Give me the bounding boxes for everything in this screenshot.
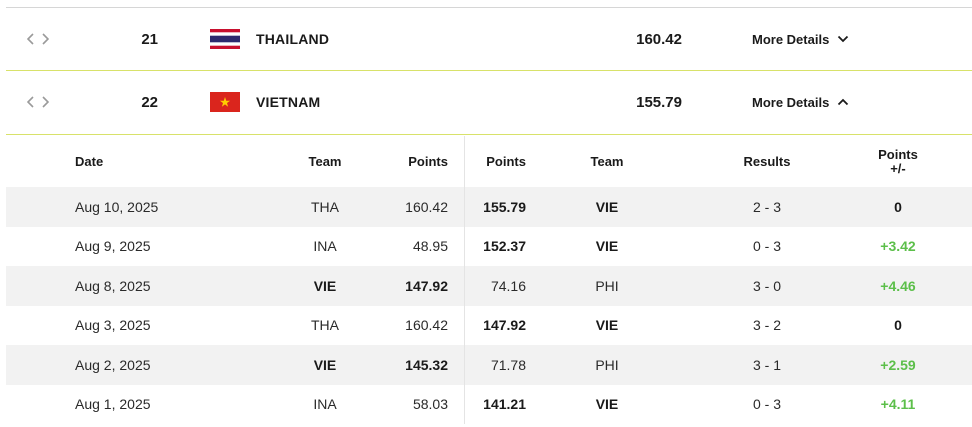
column-divider — [464, 345, 465, 385]
more-details-label: More Details — [752, 31, 830, 47]
points-diff: 0 — [894, 198, 902, 215]
rank-number: 21 — [141, 30, 158, 48]
match-result: 3 - 1 — [752, 356, 781, 373]
team-code: VIE — [595, 238, 619, 255]
code-arrows-icon[interactable] — [25, 8, 51, 70]
chevron-up-icon — [838, 98, 849, 106]
code-arrows-icon[interactable] — [25, 71, 51, 133]
team-points: 155.79 — [483, 198, 526, 215]
column-divider — [464, 187, 465, 227]
more-details-label: More Details — [752, 94, 830, 110]
match-date: Aug 1, 2025 — [75, 396, 151, 413]
chevron-down-icon — [838, 35, 849, 43]
team-code: INA — [313, 238, 337, 255]
team-code: THA — [311, 198, 339, 215]
table-row: Aug 3, 2025 THA 160.42 147.92 VIE 3 - 2 … — [6, 305, 972, 345]
team-code: VIE — [595, 396, 619, 413]
team-points: 152.37 — [483, 238, 526, 255]
team-code: VIE — [595, 317, 619, 334]
match-details-table: Date Team Points Points Team Results Poi… — [6, 136, 972, 424]
thailand-flag-icon — [210, 8, 240, 70]
column-divider — [464, 136, 465, 187]
match-result: 3 - 2 — [752, 317, 781, 334]
points-diff: +4.11 — [880, 396, 916, 413]
team-points: 48.95 — [412, 238, 448, 255]
column-divider — [464, 305, 465, 345]
team-points: 147.92 — [483, 317, 526, 334]
header-results: Results — [743, 154, 791, 169]
table-row: Aug 1, 2025 INA 58.03 141.21 VIE 0 - 3 +… — [6, 384, 972, 424]
column-divider — [464, 384, 465, 424]
points-diff: +4.46 — [880, 277, 916, 294]
team-points: 147.92 — [405, 277, 448, 294]
team-code: VIE — [595, 198, 619, 215]
country-name: VIETNAM — [256, 94, 321, 110]
table-row: Aug 8, 2025 VIE 147.92 74.16 PHI 3 - 0 +… — [6, 266, 972, 306]
team-points: 160.42 — [405, 198, 448, 215]
team-code: PHI — [595, 277, 619, 294]
team-points: 58.03 — [412, 396, 448, 413]
country-name: THAILAND — [256, 31, 330, 47]
more-details-toggle[interactable]: More Details — [752, 71, 849, 133]
team-points: 71.78 — [490, 356, 526, 373]
team-points: 160.42 — [405, 317, 448, 334]
header-points: Points — [408, 154, 448, 169]
team-code: THA — [311, 317, 339, 334]
team-code: PHI — [595, 356, 619, 373]
header-date: Date — [75, 154, 104, 169]
points-diff: +2.59 — [880, 356, 916, 373]
header-team: Team — [308, 154, 342, 169]
match-date: Aug 10, 2025 — [75, 198, 159, 215]
team-code: INA — [313, 396, 337, 413]
match-date: Aug 8, 2025 — [75, 277, 151, 294]
header-points-diff: Points +/- — [878, 146, 918, 176]
table-row: Aug 9, 2025 INA 48.95 152.37 VIE 0 - 3 +… — [6, 226, 972, 266]
header-points: Points — [486, 154, 526, 169]
points-diff: 0 — [894, 317, 902, 334]
match-result: 0 - 3 — [752, 238, 781, 255]
vietnam-flag-icon — [210, 71, 240, 133]
table-row: Aug 10, 2025 THA 160.42 155.79 VIE 2 - 3… — [6, 187, 972, 227]
rank-number: 22 — [141, 93, 158, 111]
column-divider — [464, 226, 465, 266]
match-date: Aug 2, 2025 — [75, 356, 151, 373]
team-points: 74.16 — [490, 277, 526, 294]
match-date: Aug 9, 2025 — [75, 238, 151, 255]
team-points: 145.32 — [405, 356, 448, 373]
points-diff: +3.42 — [880, 238, 916, 255]
table-header: Date Team Points Points Team Results Poi… — [6, 136, 972, 187]
column-divider — [464, 266, 465, 306]
ranking-row-vietnam: 22 VIETNAM 155.79 More Details — [6, 71, 972, 135]
ranking-points: 160.42 — [636, 30, 682, 48]
match-result: 2 - 3 — [752, 198, 781, 215]
more-details-toggle[interactable]: More Details — [752, 8, 849, 70]
match-date: Aug 3, 2025 — [75, 317, 151, 334]
team-code: VIE — [313, 277, 337, 294]
ranking-row-thailand: 21 THAILAND 160.42 More Details — [6, 7, 972, 71]
match-result: 0 - 3 — [752, 396, 781, 413]
team-code: VIE — [313, 356, 337, 373]
table-row: Aug 2, 2025 VIE 145.32 71.78 PHI 3 - 1 +… — [6, 345, 972, 385]
team-points: 141.21 — [483, 396, 526, 413]
header-team: Team — [590, 154, 624, 169]
ranking-points: 155.79 — [636, 93, 682, 111]
match-result: 3 - 0 — [752, 277, 781, 294]
